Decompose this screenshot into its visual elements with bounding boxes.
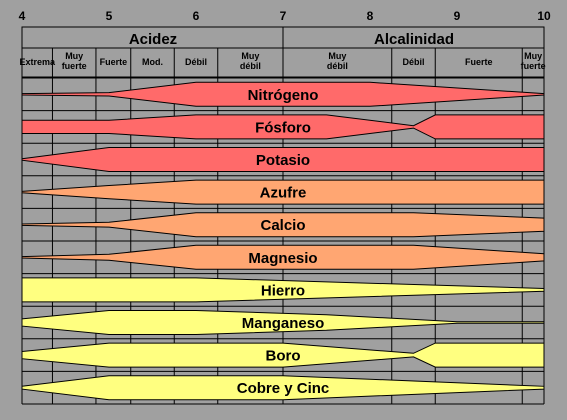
category-label: Fuerte [465,57,493,67]
ph-tick-label: 7 [280,9,287,23]
alkaline-label: Alcalinidad [374,31,454,48]
nutrient-bands: Nitrógeno Fósforo Potasio Azufre Calcio Magne… [21,81,545,401]
nutrient-label: Manganeso [242,315,325,332]
category-label: Extrema [19,57,56,67]
ph-tick-label: 8 [367,9,374,23]
nutrient-label: Fósforo [255,119,311,136]
category-label: Mod. [142,57,163,67]
nutrient-label: Hierro [261,282,305,299]
header: Acidez Alcalinidad [129,31,454,48]
nutrient-label: Boro [266,348,301,365]
nutrient-label: Cobre y Cinc [237,380,330,397]
nutrient-band [21,375,545,401]
ph-tick-label: 6 [193,9,200,23]
nutrient-label: Potasio [256,152,310,169]
category-label: Débil [402,57,424,67]
category-label: Muy fuerte [521,51,546,71]
nutrient-band [21,277,545,303]
category-label: Muy débil [327,51,348,71]
nutrient-band [21,342,545,368]
nutrient-band [21,212,545,238]
nutrient-band [21,244,545,270]
nutrient-band [21,179,545,205]
nutrient-band [21,114,545,140]
ph-tick-label: 4 [19,9,26,23]
ph-tick-label: 10 [537,9,551,23]
category-label: Fuerte [100,57,128,67]
acid-label: Acidez [129,31,177,48]
nutrient-band [21,310,545,335]
nutrient-band [21,81,545,107]
nutrient-label: Azufre [260,185,307,202]
nutrient-label: Calcio [260,217,305,234]
category-label: Débil [185,57,207,67]
category-label: Muy fuerte [62,51,87,71]
intensity-categories: Extrema Muy fuerte Fuerte Mod. Débil Muy débil M… [19,51,545,71]
nutrient-label: Magnesio [248,250,317,267]
ph-tick-label: 9 [454,9,461,23]
ph-axis: 4 5 6 7 8 9 10 [19,9,551,23]
nutrient-label: Nitrógeno [248,87,319,104]
nutrient-band [21,147,545,172]
category-label: Muy débil [240,51,261,71]
ph-tick-label: 5 [106,9,113,23]
